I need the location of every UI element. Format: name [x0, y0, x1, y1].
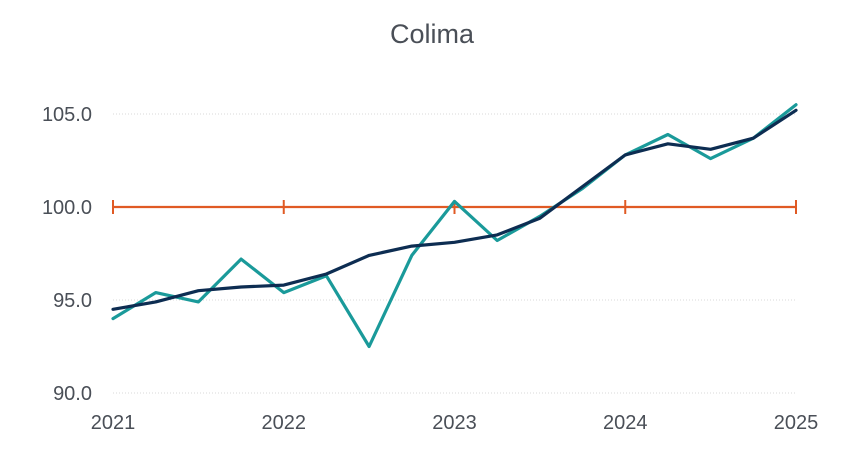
x-tick-label: 2024 — [603, 412, 648, 434]
series-line-0 — [111, 103, 798, 349]
series-group — [111, 103, 798, 349]
grid-lines — [113, 113, 796, 394]
x-tick-label: 2021 — [91, 412, 136, 434]
chart-title: Colima — [390, 19, 475, 49]
series-line-1 — [111, 108, 798, 311]
x-axis: 2021 2022 2023 2024 2025 — [91, 412, 819, 434]
y-axis: 90.0 95.0 100.0 105.0 — [42, 104, 92, 405]
y-tick-label: 90.0 — [53, 383, 92, 405]
y-tick-label: 105.0 — [42, 104, 92, 126]
x-tick-label: 2022 — [262, 412, 307, 434]
y-tick-label: 95.0 — [53, 290, 92, 312]
x-tick-label: 2023 — [432, 412, 477, 434]
x-tick-label: 2025 — [774, 412, 819, 434]
y-tick-label: 100.0 — [42, 197, 92, 219]
